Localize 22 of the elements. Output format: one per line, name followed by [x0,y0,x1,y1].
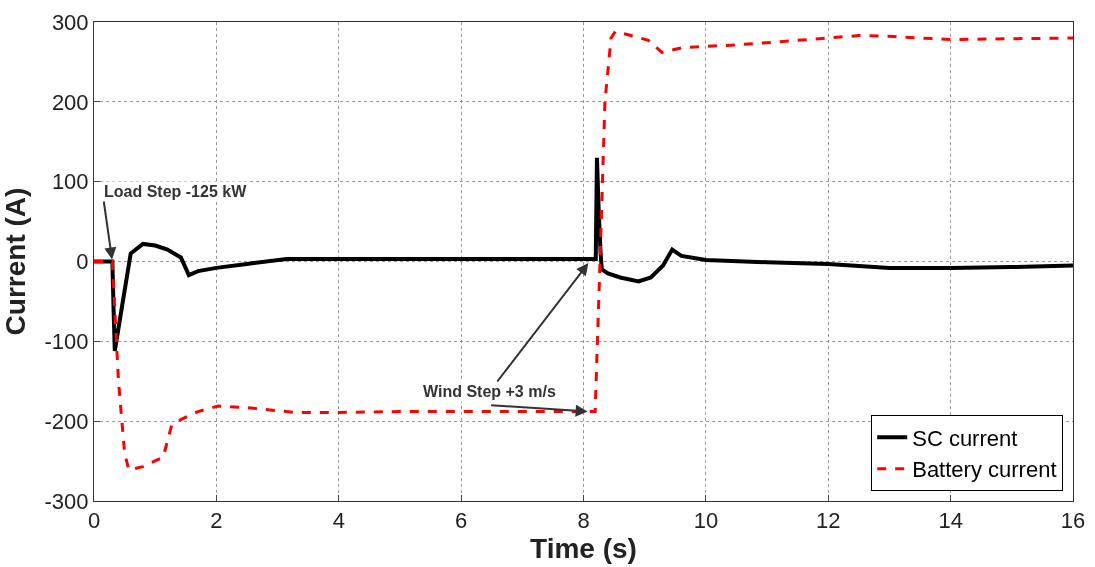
annotation: Load Step -125 kW [104,183,248,200]
x-tick-label: 10 [693,508,719,534]
legend-label: Battery current [912,457,1057,483]
x-tick-label: 4 [332,508,345,534]
y-tick-label: 200 [51,89,89,115]
x-tick-label: 14 [938,508,963,534]
x-tick-label: 2 [210,508,223,534]
y-tick-label: -300 [44,488,89,514]
y-tick-label: 300 [51,9,89,35]
x-tick-label: 6 [455,508,468,534]
y-tick-label: 0 [76,249,89,275]
x-axis-title: Time (s) [530,533,637,565]
y-tick-label: -100 [44,329,89,355]
x-tick-label: 16 [1060,508,1086,534]
legend-label: SC current [912,425,1018,451]
line-series [94,155,1073,353]
x-tick-label: 12 [816,508,841,534]
y-tick-label: -200 [44,408,89,434]
y-tick-label: 100 [51,169,89,195]
annotation: Wind Step +3 m/s [423,383,556,400]
x-tick-label: 8 [577,508,590,534]
y-axis-title: Current (A) [0,187,31,336]
